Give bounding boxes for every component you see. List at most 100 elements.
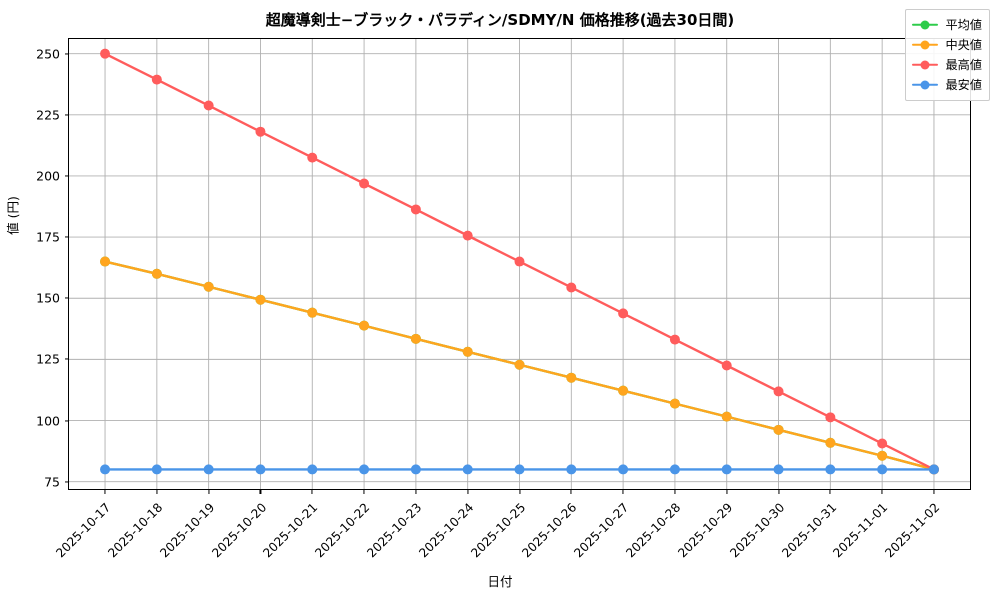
legend-label: 最安値 [945,77,982,92]
y-tick-label: 75 [44,474,60,490]
y-tick-label: 150 [36,290,60,306]
x-tick-mark [363,489,365,494]
data-point [721,360,732,371]
legend-item-中央値[interactable]: 中央値 [912,35,982,55]
data-point [359,178,370,189]
x-tick-label: 2025-10-27 [571,500,632,561]
y-tick-mark [64,236,69,238]
series-最安値 [100,464,939,475]
x-tick-label: 2025-10-18 [105,500,166,561]
data-point [566,464,577,475]
data-point [928,464,939,475]
data-point [307,307,318,318]
data-point [255,126,266,137]
x-tick-mark [156,489,158,494]
legend-item-平均値[interactable]: 平均値 [912,15,982,35]
data-point [100,464,111,475]
data-point [514,359,525,370]
data-point [773,464,784,475]
x-tick-mark [208,489,210,494]
x-tick-label: 2025-10-20 [208,500,269,561]
series-最高値 [100,48,939,475]
data-point [462,230,473,241]
x-tick-mark [881,489,883,494]
x-tick-label: 2025-10-26 [519,500,580,561]
y-tick-label: 200 [36,168,60,184]
chart-title: 超魔導剣士−ブラック・パラディン/SDMY/N 価格推移(過去30日間) [265,11,735,29]
x-tick-label: 2025-10-24 [416,500,477,561]
legend-label: 中央値 [945,37,982,52]
data-point [669,464,680,475]
plot-area: 75 100 125 150 175 200 225 250 2025-10-17 2025-10… [36,38,971,560]
legend-label: 最高値 [945,57,982,72]
x-tick-label: 2025-10-23 [364,500,425,561]
data-point [100,256,111,267]
data-series-layer [100,48,939,475]
x-tick-mark [674,489,676,494]
data-point [669,334,680,345]
y-tick-mark [64,114,69,116]
chart-legend[interactable]: 平均値中央値最高値最安値 [905,9,990,101]
legend-item-最高値[interactable]: 最高値 [912,55,982,75]
y-tick-label: 100 [36,413,60,429]
x-tick-label: 2025-10-17 [53,500,114,561]
x-tick-mark [104,489,106,494]
data-point [151,268,162,279]
axis-ticks: 75 100 125 150 175 200 225 250 2025-10-17 2025-10… [36,39,970,560]
y-tick-label: 250 [36,46,60,62]
data-point [203,281,214,292]
y-tick-label: 175 [36,229,60,245]
data-point [618,464,629,475]
data-point [825,464,836,475]
legend-label: 平均値 [945,17,982,32]
x-tick-mark [570,489,572,494]
x-tick-mark [933,489,935,494]
x-tick-label: 2025-10-22 [312,500,373,561]
data-point [359,464,370,475]
x-tick-label: 2025-10-25 [468,500,528,561]
y-tick-mark [64,481,69,483]
x-tick-mark [518,489,521,494]
data-point [618,308,629,319]
data-point [410,204,421,215]
data-point [151,74,162,85]
x-tick-mark [726,489,728,494]
data-point [255,464,266,475]
x-tick-mark [259,489,261,494]
data-point [825,412,836,423]
legend-swatch-icon [912,79,939,91]
x-tick-mark [829,489,831,494]
data-point [307,152,318,163]
data-point [877,450,888,461]
data-point [462,464,473,475]
data-point [151,464,162,475]
y-axis-label: 値 (円) [5,196,21,235]
data-point [721,464,732,475]
legend-item-最安値[interactable]: 最安値 [912,75,982,95]
x-axis-label: 日付 [487,574,513,589]
data-point [203,100,214,111]
data-point [307,464,318,475]
data-point [410,464,421,475]
data-point [203,464,214,475]
y-tick-label: 225 [36,107,60,123]
x-tick-label: 2025-10-29 [675,500,736,561]
legend-swatch-icon [912,39,939,51]
legend-swatch-icon [912,19,939,31]
y-tick-mark [64,419,69,422]
data-point [410,333,421,344]
x-tick-mark [622,489,624,494]
x-tick-mark [311,489,313,494]
y-tick-mark [64,53,69,55]
data-point [100,48,111,59]
x-tick-mark [467,489,469,494]
data-point [721,411,732,422]
data-point [773,424,784,435]
y-tick-label: 125 [36,351,60,367]
x-tick-label: 2025-11-02 [882,500,943,561]
data-point [359,320,370,331]
y-tick-mark [64,358,69,360]
legend-swatch-icon [912,59,939,71]
x-tick-label: 2025-10-19 [157,500,218,561]
